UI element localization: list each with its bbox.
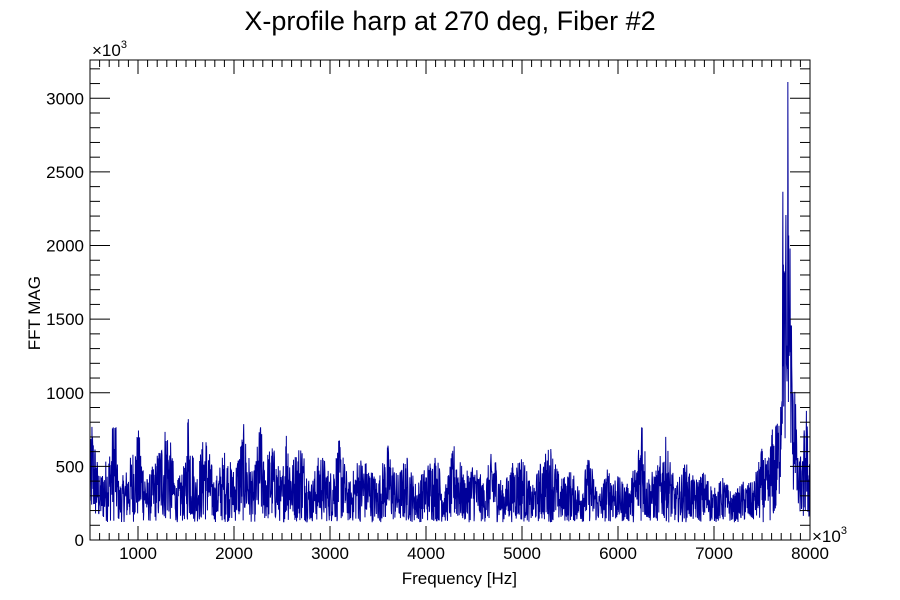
x-tick-label: 5000 [503, 544, 541, 563]
x-tick-label: 1000 [119, 544, 157, 563]
x-tick-label: 6000 [599, 544, 637, 563]
plot-frame [89, 59, 811, 541]
y-tick-label: 500 [56, 457, 84, 476]
x-axis-multiplier: ×103 [812, 525, 847, 546]
x-tick-label: 2000 [215, 544, 253, 563]
y-tick-label: 2000 [46, 237, 84, 256]
x-tick-label: 8000 [791, 544, 829, 563]
y-tick-label: 0 [75, 531, 84, 550]
y-axis-label: FFT MAG [25, 276, 44, 350]
series-line [90, 82, 810, 523]
y-axis-multiplier: ×103 [92, 39, 127, 60]
chart-title: X-profile harp at 270 deg, Fiber #2 [244, 6, 655, 36]
y-tick-label: 1500 [46, 310, 84, 329]
y-tick-label: 2500 [46, 163, 84, 182]
x-tick-label: 3000 [311, 544, 349, 563]
x-tick-label: 4000 [407, 544, 445, 563]
y-tick-label: 3000 [46, 89, 84, 108]
y-tick-label: 1000 [46, 384, 84, 403]
x-axis-label: Frequency [Hz] [402, 569, 517, 588]
x-tick-label: 7000 [695, 544, 733, 563]
